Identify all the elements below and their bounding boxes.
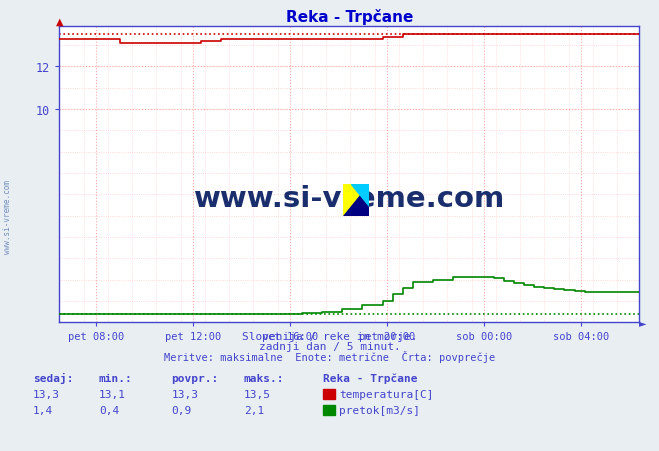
Text: sedaj:: sedaj: (33, 372, 73, 383)
Text: zadnji dan / 5 minut.: zadnji dan / 5 minut. (258, 341, 401, 351)
Text: 1,4: 1,4 (33, 405, 53, 414)
Text: 13,3: 13,3 (33, 389, 60, 399)
Polygon shape (343, 185, 369, 216)
Text: Slovenija / reke in morje.: Slovenija / reke in morje. (242, 331, 417, 341)
Text: 13,3: 13,3 (171, 389, 198, 399)
Text: www.si-vreme.com: www.si-vreme.com (194, 184, 505, 212)
Title: Reka - Trpčane: Reka - Trpčane (285, 9, 413, 24)
Text: Meritve: maksimalne  Enote: metrične  Črta: povprečje: Meritve: maksimalne Enote: metrične Črta… (164, 350, 495, 362)
Text: povpr.:: povpr.: (171, 373, 219, 383)
Text: maks.:: maks.: (244, 373, 284, 383)
Text: www.si-vreme.com: www.si-vreme.com (3, 179, 13, 253)
Text: 2,1: 2,1 (244, 405, 264, 414)
Text: temperatura[C]: temperatura[C] (339, 389, 434, 399)
Text: ►: ► (639, 318, 646, 327)
Text: ▲: ▲ (55, 17, 63, 27)
Text: pretok[m3/s]: pretok[m3/s] (339, 405, 420, 414)
Text: 13,5: 13,5 (244, 389, 271, 399)
Polygon shape (351, 185, 369, 207)
Text: 0,4: 0,4 (99, 405, 119, 414)
Text: 0,9: 0,9 (171, 405, 192, 414)
Polygon shape (343, 185, 369, 216)
Text: Reka - Trpčane: Reka - Trpčane (323, 373, 417, 383)
Text: min.:: min.: (99, 373, 132, 383)
Text: 13,1: 13,1 (99, 389, 126, 399)
